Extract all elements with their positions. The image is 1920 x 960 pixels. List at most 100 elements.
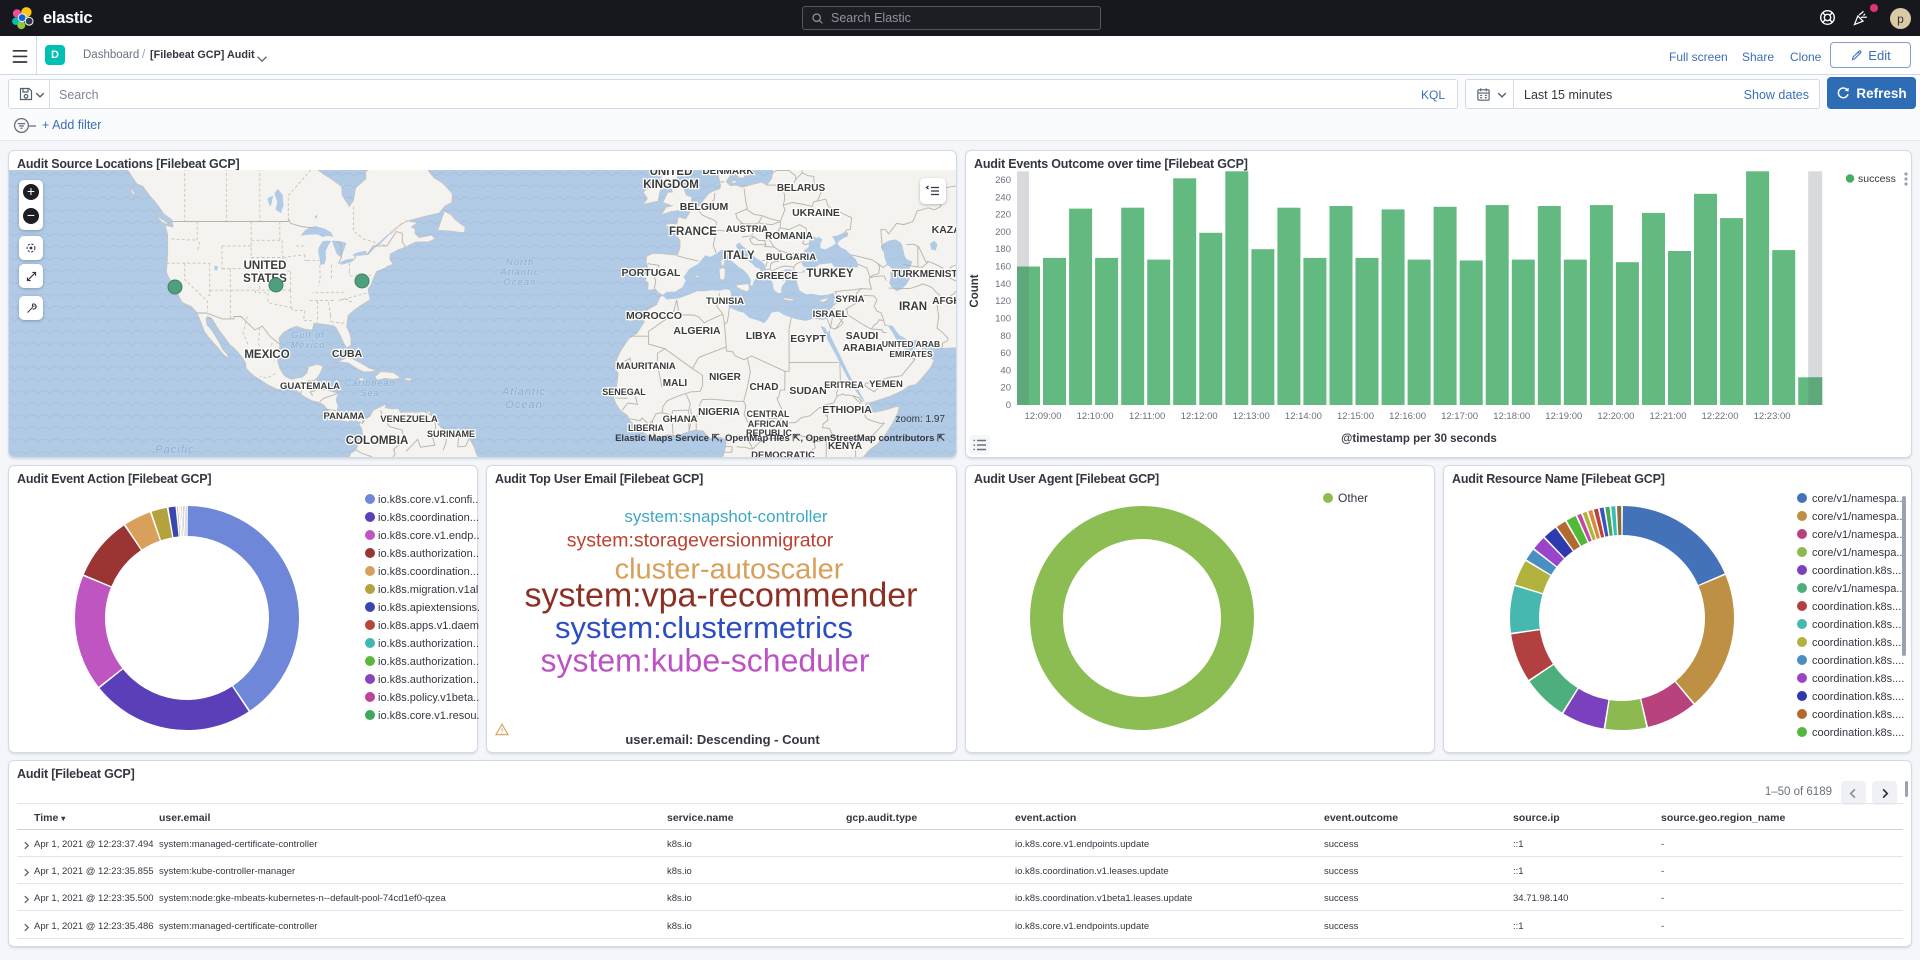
svg-text:core/v1/namespa...: core/v1/namespa... bbox=[1812, 529, 1906, 541]
svg-text:Other: Other bbox=[1338, 491, 1368, 505]
svg-text:SYRIA: SYRIA bbox=[835, 294, 864, 305]
svg-text:Mexico: Mexico bbox=[291, 340, 326, 350]
svg-text:io.k8s.authorization....: io.k8s.authorization.... bbox=[378, 548, 479, 560]
svg-text:FRANCE: FRANCE bbox=[669, 226, 717, 238]
svg-text:ERITREA: ERITREA bbox=[824, 380, 864, 390]
svg-text:KENYA: KENYA bbox=[828, 441, 862, 452]
svg-text:12:12:00: 12:12:00 bbox=[1181, 411, 1218, 422]
svg-text:GHANA: GHANA bbox=[663, 414, 698, 425]
svg-text:io.k8s.coordination....: io.k8s.coordination.... bbox=[378, 512, 479, 524]
svg-text:40: 40 bbox=[1000, 365, 1011, 376]
svg-text:Ocean: Ocean bbox=[504, 277, 537, 288]
svg-text:Gulf of: Gulf of bbox=[291, 330, 325, 340]
svg-text:EGYPT: EGYPT bbox=[790, 333, 826, 345]
svg-text:ITALY: ITALY bbox=[723, 250, 755, 262]
svg-text:coordination.k8s....: coordination.k8s.... bbox=[1812, 637, 1904, 649]
svg-text:Atlantic: Atlantic bbox=[501, 386, 546, 398]
svg-text:io.k8s.migration.v1al...: io.k8s.migration.v1al... bbox=[378, 584, 479, 596]
svg-text:coordination.k8s....: coordination.k8s.... bbox=[1812, 655, 1904, 667]
svg-text:80: 80 bbox=[1000, 331, 1011, 342]
svg-text:SENEGAL: SENEGAL bbox=[602, 387, 646, 397]
svg-text:Atlantic: Atlantic bbox=[499, 267, 539, 278]
svg-text:120: 120 bbox=[995, 296, 1011, 307]
svg-text:260: 260 bbox=[995, 175, 1011, 186]
svg-text:GUATEMALA: GUATEMALA bbox=[280, 381, 340, 392]
svg-text:Caribbean: Caribbean bbox=[345, 378, 396, 388]
svg-text:Pacific: Pacific bbox=[155, 444, 194, 456]
svg-text:Sea: Sea bbox=[360, 388, 379, 398]
svg-text:BELARUS: BELARUS bbox=[777, 183, 826, 194]
svg-text:North: North bbox=[506, 257, 534, 268]
svg-text:ROMANIA: ROMANIA bbox=[765, 231, 813, 242]
svg-text:12:23:00: 12:23:00 bbox=[1754, 411, 1791, 422]
svg-text:Ocean: Ocean bbox=[505, 399, 542, 411]
svg-text:io.k8s.apiextensions...: io.k8s.apiextensions... bbox=[378, 602, 479, 614]
svg-text:COLOMBIA: COLOMBIA bbox=[346, 435, 409, 447]
svg-text:240: 240 bbox=[995, 192, 1011, 203]
svg-text:12:16:00: 12:16:00 bbox=[1389, 411, 1426, 422]
svg-text:12:18:00: 12:18:00 bbox=[1493, 411, 1530, 422]
svg-text:12:21:00: 12:21:00 bbox=[1650, 411, 1687, 422]
svg-text:0: 0 bbox=[1006, 400, 1011, 411]
svg-text:UKRAINE: UKRAINE bbox=[792, 207, 840, 219]
svg-text:IRAN: IRAN bbox=[899, 301, 927, 313]
svg-text:coordination.k8s....: coordination.k8s.... bbox=[1812, 565, 1904, 577]
svg-text:SUDAN: SUDAN bbox=[789, 385, 826, 397]
svg-text:core/v1/namespa...: core/v1/namespa... bbox=[1812, 511, 1906, 523]
svg-text:20: 20 bbox=[1000, 383, 1011, 394]
svg-text:ISRAEL: ISRAEL bbox=[813, 309, 848, 320]
svg-text:AFRICAN: AFRICAN bbox=[748, 419, 789, 429]
svg-text:12:14:00: 12:14:00 bbox=[1285, 411, 1322, 422]
svg-text:EMIRATES: EMIRATES bbox=[889, 349, 933, 359]
svg-text:success: success bbox=[1858, 173, 1896, 185]
svg-text:coordination.k8s....: coordination.k8s.... bbox=[1812, 727, 1904, 739]
svg-text:PANAMA: PANAMA bbox=[324, 411, 365, 422]
svg-text:io.k8s.authorization....: io.k8s.authorization.... bbox=[378, 656, 479, 668]
svg-text:12:13:00: 12:13:00 bbox=[1233, 411, 1270, 422]
svg-text:io.k8s.core.v1.resou...: io.k8s.core.v1.resou... bbox=[378, 710, 479, 722]
svg-text:VENEZUELA: VENEZUELA bbox=[380, 414, 438, 425]
svg-text:DEMOCRATIC: DEMOCRATIC bbox=[751, 450, 815, 458]
svg-text:ETHIOPIA: ETHIOPIA bbox=[822, 404, 872, 416]
svg-text:160: 160 bbox=[995, 262, 1011, 273]
svg-text:12:10:00: 12:10:00 bbox=[1077, 411, 1114, 422]
svg-text:TURKMENISTA: TURKMENISTA bbox=[892, 269, 956, 280]
svg-text:BELGIUM: BELGIUM bbox=[680, 201, 729, 213]
svg-text:Count: Count bbox=[969, 274, 981, 307]
svg-text:io.k8s.authorization....: io.k8s.authorization.... bbox=[378, 674, 479, 686]
svg-text:io.k8s.core.v1.confi...: io.k8s.core.v1.confi... bbox=[378, 494, 479, 506]
svg-text:@timestamp per 30 seconds: @timestamp per 30 seconds bbox=[1341, 433, 1497, 445]
svg-text:12:20:00: 12:20:00 bbox=[1597, 411, 1634, 422]
svg-text:coordination.k8s....: coordination.k8s.... bbox=[1812, 619, 1904, 631]
svg-text:12:22:00: 12:22:00 bbox=[1702, 411, 1739, 422]
svg-text:coordination.k8s....: coordination.k8s.... bbox=[1812, 691, 1904, 703]
svg-text:12:09:00: 12:09:00 bbox=[1025, 411, 1062, 422]
svg-text:BULGARIA: BULGARIA bbox=[766, 252, 816, 263]
svg-text:io.k8s.core.v1.endp...: io.k8s.core.v1.endp... bbox=[378, 530, 479, 542]
svg-text:180: 180 bbox=[995, 244, 1011, 255]
svg-text:MAURITANIA: MAURITANIA bbox=[616, 361, 676, 372]
svg-text:CENTRAL: CENTRAL bbox=[747, 409, 790, 419]
svg-text:LIBERIA: LIBERIA bbox=[628, 423, 665, 433]
svg-text:AFGHA: AFGHA bbox=[932, 296, 956, 307]
svg-text:UNITED: UNITED bbox=[244, 260, 287, 272]
svg-text:NIGER: NIGER bbox=[709, 372, 741, 383]
svg-text:12:15:00: 12:15:00 bbox=[1337, 411, 1374, 422]
svg-text:200: 200 bbox=[995, 227, 1011, 238]
svg-text:REPUBLIC: REPUBLIC bbox=[746, 428, 793, 438]
svg-text:core/v1/namespa...: core/v1/namespa... bbox=[1812, 547, 1906, 559]
svg-text:coordination.k8s....: coordination.k8s.... bbox=[1812, 709, 1904, 721]
svg-text:coordination.k8s....: coordination.k8s.... bbox=[1812, 601, 1904, 613]
svg-text:MALI: MALI bbox=[663, 378, 688, 389]
svg-text:MOROCCO: MOROCCO bbox=[626, 310, 682, 322]
svg-text:220: 220 bbox=[995, 210, 1011, 221]
svg-text:UNITED: UNITED bbox=[650, 170, 693, 178]
svg-text:ARABIA: ARABIA bbox=[843, 342, 884, 354]
svg-text:SURINAME: SURINAME bbox=[427, 429, 475, 439]
svg-text:12:17:00: 12:17:00 bbox=[1441, 411, 1478, 422]
svg-text:MEXICO: MEXICO bbox=[244, 349, 289, 361]
svg-text:io.k8s.policy.v1beta...: io.k8s.policy.v1beta... bbox=[378, 692, 479, 704]
svg-text:UNITED ARAB: UNITED ARAB bbox=[882, 339, 940, 349]
svg-text:SAUDI: SAUDI bbox=[846, 330, 879, 342]
svg-text:io.k8s.authorization....: io.k8s.authorization.... bbox=[378, 638, 479, 650]
